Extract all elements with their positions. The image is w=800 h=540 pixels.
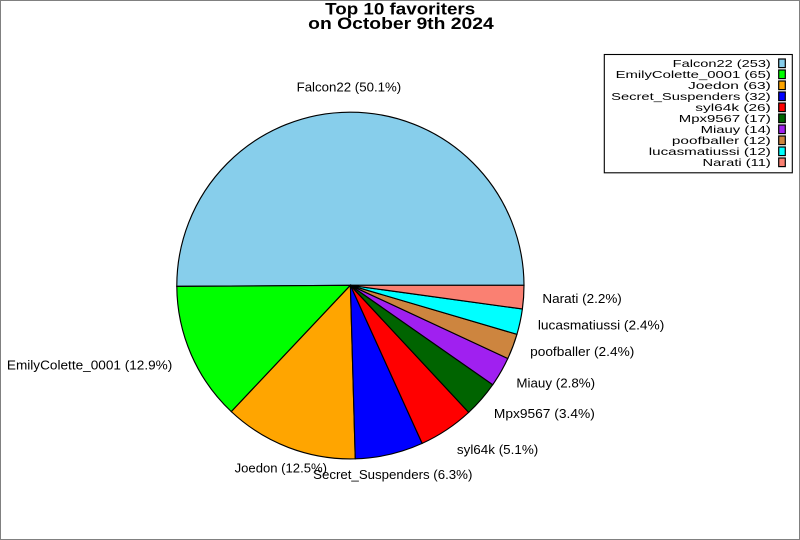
svg-text:EmilyColette_0001 (12.9%): EmilyColette_0001 (12.9%) [7, 359, 172, 373]
svg-text:poofballer (2.4%): poofballer (2.4%) [530, 345, 634, 359]
svg-text:lucasmatiussi (12): lucasmatiussi (12) [649, 146, 771, 158]
svg-text:Miauy (14): Miauy (14) [701, 124, 771, 136]
svg-text:lucasmatiussi (2.4%): lucasmatiussi (2.4%) [538, 318, 664, 332]
svg-text:Narati (2.2%): Narati (2.2%) [542, 292, 621, 306]
svg-text:Secret_Suspenders (6.3%): Secret_Suspenders (6.3%) [313, 468, 472, 482]
svg-text:poofballer (12): poofballer (12) [672, 135, 771, 147]
svg-text:Falcon22 (253): Falcon22 (253) [673, 58, 771, 70]
svg-text:Secret_Suspenders (32): Secret_Suspenders (32) [611, 91, 771, 103]
svg-text:Top 10 favoriters: Top 10 favoriters [325, 1, 475, 19]
svg-text:Miauy (2.8%): Miauy (2.8%) [516, 377, 595, 391]
svg-text:Mpx9567 (3.4%): Mpx9567 (3.4%) [494, 407, 595, 421]
svg-text:Narati (11): Narati (11) [703, 157, 771, 169]
svg-text:Joedon (12.5%): Joedon (12.5%) [235, 462, 327, 476]
svg-text:Joedon (63): Joedon (63) [688, 80, 771, 92]
svg-text:Falcon22 (50.1%): Falcon22 (50.1%) [297, 81, 402, 95]
svg-text:syl64k (26): syl64k (26) [695, 102, 771, 114]
svg-text:Mpx9567 (17): Mpx9567 (17) [679, 113, 771, 125]
svg-text:syl64k (5.1%): syl64k (5.1%) [457, 443, 538, 457]
svg-text:EmilyColette_0001 (65): EmilyColette_0001 (65) [616, 69, 771, 81]
svg-text:on October 9th 2024: on October 9th 2024 [308, 15, 494, 33]
